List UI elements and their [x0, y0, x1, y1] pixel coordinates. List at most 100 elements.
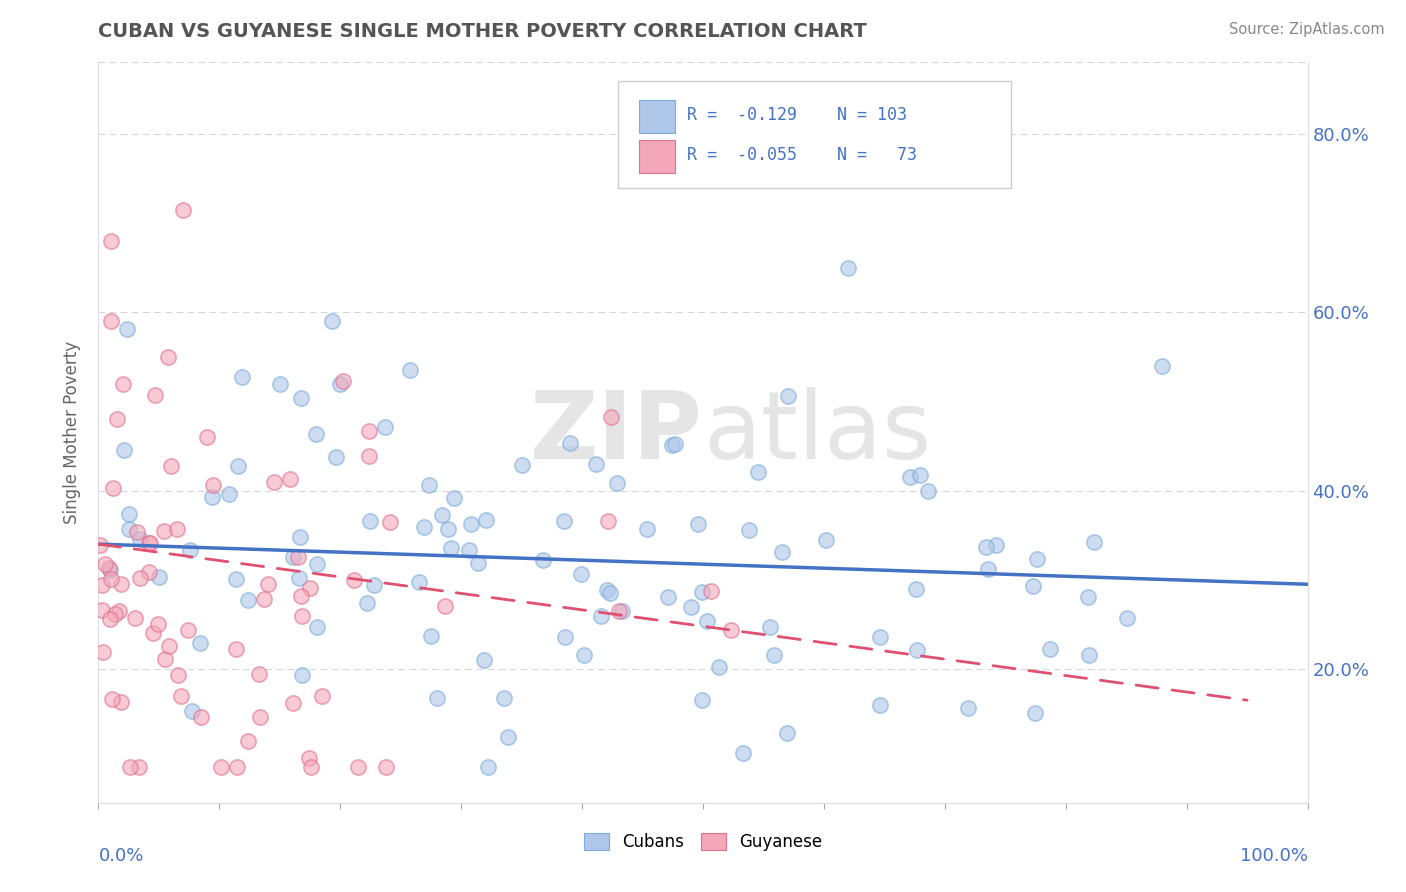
Point [101, 481, 124, 495]
Point [737, 523, 759, 537]
Point [1025, 551, 1047, 566]
Point [138, 536, 160, 550]
Point [661, 437, 683, 451]
Point [700, 583, 723, 598]
Point [177, 623, 200, 637]
Point [474, 653, 496, 667]
Point [124, 611, 146, 625]
Point [374, 420, 396, 434]
Point [157, 350, 180, 364]
Text: atlas: atlas [703, 386, 931, 479]
Point [770, 544, 793, 558]
Point [690, 585, 713, 599]
Point [201, 490, 224, 504]
Point [342, 573, 364, 587]
Point [190, 636, 212, 650]
Point [160, 458, 183, 473]
Point [190, 709, 212, 723]
Point [908, 468, 931, 483]
Point [869, 698, 891, 712]
Point [145, 388, 167, 402]
Point [589, 608, 612, 623]
Point [236, 734, 259, 748]
Point [321, 314, 343, 328]
Point [574, 648, 596, 662]
Point [148, 570, 170, 584]
Point [776, 726, 799, 740]
Point [531, 553, 554, 567]
Point [1083, 535, 1105, 549]
Point [553, 514, 575, 528]
Point [696, 614, 718, 628]
Point [153, 652, 176, 666]
Point [226, 459, 249, 474]
Point [457, 542, 479, 557]
Bar [638, 100, 675, 133]
Point [359, 449, 381, 463]
Point [976, 540, 998, 554]
FancyBboxPatch shape [619, 81, 1011, 188]
Point [146, 616, 169, 631]
Point [436, 522, 458, 536]
Point [111, 376, 134, 391]
Point [98, 563, 121, 577]
Point [166, 522, 188, 536]
Point [440, 541, 463, 556]
Point [460, 516, 482, 531]
Bar [638, 140, 675, 173]
Point [118, 760, 141, 774]
Point [115, 322, 138, 336]
Point [917, 484, 939, 499]
Point [686, 516, 709, 531]
Point [569, 566, 592, 581]
Point [731, 746, 754, 760]
Point [112, 442, 135, 457]
Point [291, 668, 314, 682]
Point [837, 260, 859, 275]
Point [170, 689, 193, 703]
Text: CUBAN VS GUYANESE SINGLE MOTHER POVERTY CORRELATION CHART: CUBAN VS GUYANESE SINGLE MOTHER POVERTY … [98, 22, 868, 41]
Point [599, 586, 621, 600]
Point [311, 689, 333, 703]
Point [159, 639, 181, 653]
Point [986, 538, 1008, 552]
Point [278, 472, 301, 486]
Point [815, 533, 838, 547]
Point [299, 760, 322, 774]
Point [554, 630, 576, 644]
Point [287, 549, 309, 564]
Point [281, 697, 304, 711]
Point [141, 625, 163, 640]
Point [100, 692, 122, 706]
Point [167, 668, 190, 682]
Point [305, 427, 328, 442]
Point [977, 562, 1000, 576]
Point [283, 550, 305, 565]
Point [91, 645, 114, 659]
Point [898, 470, 921, 484]
Point [869, 630, 891, 644]
Point [762, 648, 785, 662]
Point [249, 710, 271, 724]
Point [1039, 641, 1062, 656]
Point [253, 591, 276, 606]
Point [104, 607, 127, 622]
Point [359, 515, 381, 529]
Point [679, 599, 702, 614]
Point [419, 629, 441, 643]
Point [585, 457, 607, 471]
Point [475, 513, 498, 527]
Point [378, 515, 401, 529]
Point [433, 599, 456, 613]
Point [905, 642, 928, 657]
Point [263, 475, 285, 490]
Point [690, 692, 713, 706]
Point [664, 436, 686, 450]
Text: 0.0%: 0.0% [98, 847, 143, 865]
Point [598, 514, 620, 528]
Point [231, 369, 253, 384]
Point [100, 234, 122, 248]
Point [269, 376, 291, 391]
Point [209, 760, 232, 774]
Point [612, 604, 634, 618]
